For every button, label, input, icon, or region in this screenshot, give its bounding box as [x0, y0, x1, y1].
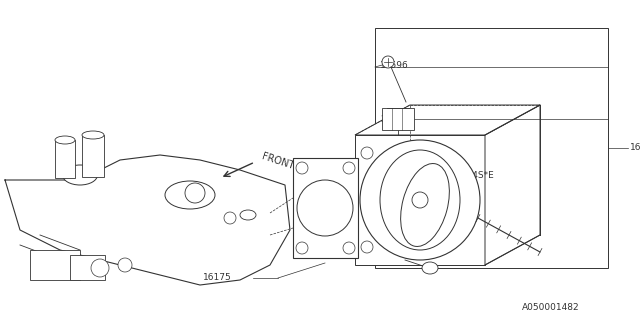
- Polygon shape: [355, 105, 540, 135]
- Ellipse shape: [422, 262, 438, 274]
- Circle shape: [118, 258, 132, 272]
- Circle shape: [91, 259, 109, 277]
- Ellipse shape: [82, 131, 104, 139]
- Circle shape: [412, 192, 428, 208]
- Circle shape: [296, 242, 308, 254]
- Bar: [375, 28, 608, 268]
- Bar: [82, 135, 104, 177]
- Circle shape: [185, 183, 205, 203]
- Bar: [55, 140, 75, 178]
- Circle shape: [382, 56, 394, 68]
- Ellipse shape: [401, 164, 449, 246]
- Circle shape: [296, 162, 308, 174]
- Circle shape: [224, 212, 236, 224]
- Ellipse shape: [165, 181, 215, 209]
- Ellipse shape: [55, 136, 75, 144]
- Text: 16175: 16175: [203, 274, 232, 283]
- Circle shape: [361, 147, 373, 159]
- Text: 16112: 16112: [630, 143, 640, 153]
- Circle shape: [343, 242, 355, 254]
- Bar: [30, 250, 80, 280]
- Bar: [355, 135, 485, 265]
- Ellipse shape: [240, 210, 256, 220]
- Bar: [382, 108, 414, 130]
- Bar: [293, 158, 358, 258]
- Circle shape: [297, 180, 353, 236]
- Text: 22627: 22627: [380, 115, 408, 124]
- Text: 16596: 16596: [380, 61, 409, 70]
- Text: A050001482: A050001482: [522, 303, 580, 313]
- Text: FRONT: FRONT: [260, 151, 295, 171]
- Circle shape: [343, 162, 355, 174]
- Circle shape: [361, 241, 373, 253]
- Ellipse shape: [380, 150, 460, 250]
- Bar: [70, 255, 105, 280]
- Polygon shape: [485, 105, 540, 265]
- Ellipse shape: [63, 165, 97, 185]
- Text: 0104S*E: 0104S*E: [455, 171, 493, 180]
- Circle shape: [360, 140, 480, 260]
